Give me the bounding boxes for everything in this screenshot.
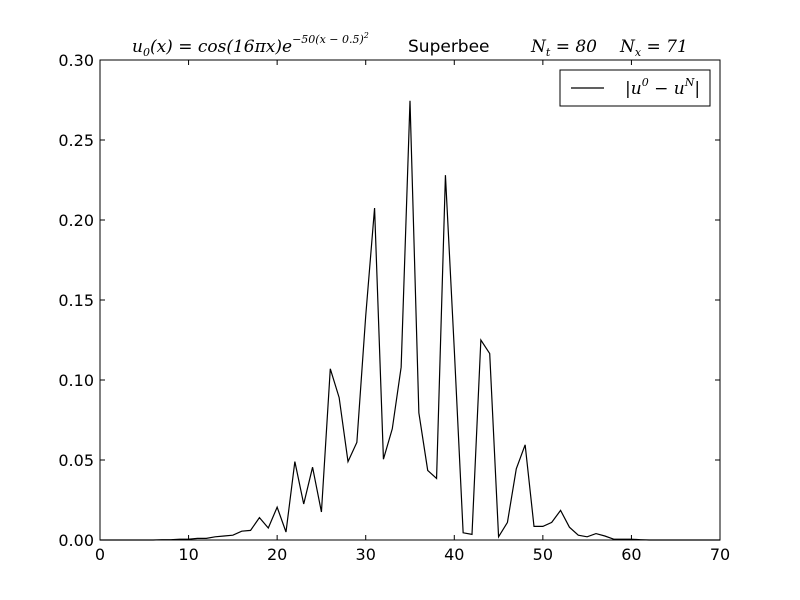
axis-ticks — [99, 59, 721, 541]
y-tick-label: 0.05 — [58, 451, 94, 470]
y-tick-label: 0.25 — [58, 131, 94, 150]
series-layer — [100, 100, 720, 541]
plot-area — [99, 59, 721, 541]
chart-title-nx: Nx = 71 — [619, 37, 688, 59]
legend-label: |u0 − uN| — [625, 76, 700, 99]
chart-title-scheme: Superbee — [408, 37, 490, 57]
x-tick-label: 60 — [621, 545, 641, 564]
chart-title-nt: Nt = 80 — [530, 37, 597, 59]
axis-tick-labels: 0 10 20 30 40 50 60 70 0.00 0.05 0.10 0.15 0.20 0.25 0… — [58, 51, 730, 564]
x-tick-label: 20 — [267, 545, 287, 564]
y-tick-label: 0.10 — [58, 371, 94, 390]
legend: |u0 − uN| — [559, 69, 711, 107]
x-tick-label: 10 — [178, 545, 198, 564]
y-tick-label: 0.15 — [58, 291, 94, 310]
x-tick-label: 0 — [95, 545, 105, 564]
y-tick-label: 0.30 — [58, 51, 94, 70]
series-line — [100, 100, 720, 541]
y-tick-label: 0.00 — [58, 531, 94, 550]
x-tick-label: 30 — [356, 545, 376, 564]
x-tick-label: 50 — [533, 545, 553, 564]
y-tick-label: 0.20 — [58, 211, 94, 230]
x-tick-label: 40 — [444, 545, 464, 564]
x-tick-label: 70 — [710, 545, 730, 564]
chart-title: u0(x) = cos(16πx)e−50(x − 0.5)2 — [132, 31, 369, 59]
